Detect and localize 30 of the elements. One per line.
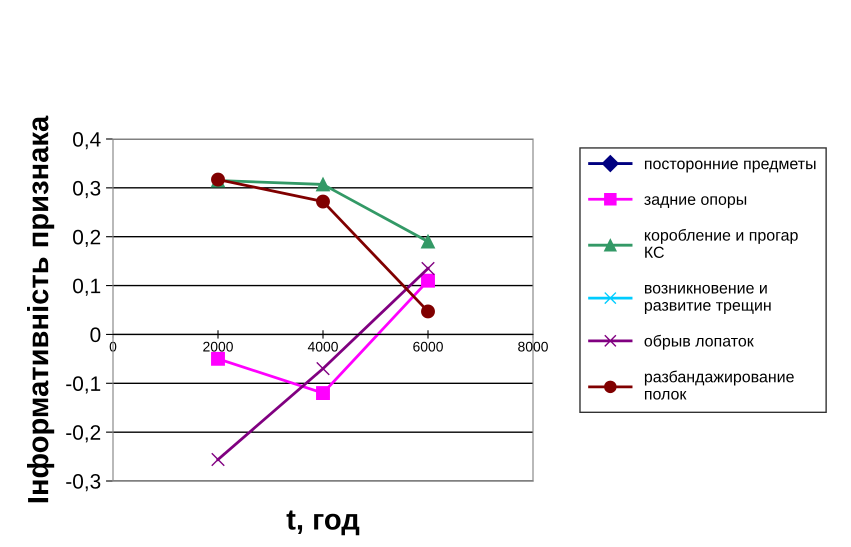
point bbox=[211, 452, 225, 466]
y-tick-label: -0,3 bbox=[66, 474, 100, 492]
point bbox=[316, 386, 330, 400]
point bbox=[316, 362, 330, 376]
point bbox=[421, 262, 435, 276]
y-tick-label: -0,2 bbox=[66, 425, 100, 442]
point bbox=[421, 274, 435, 288]
point bbox=[316, 194, 330, 208]
legend-label: возникновение и развитие трещин bbox=[644, 284, 771, 314]
legend-label: задние опоры bbox=[644, 196, 746, 208]
x-tick-label: 6000 bbox=[413, 342, 443, 352]
y-tick-label: -0,1 bbox=[66, 376, 100, 394]
y-tick-label: 0,3 bbox=[73, 180, 100, 198]
y-axis-title: Інформативність признака bbox=[27, 116, 54, 502]
legend-label: обрыв лопаток bbox=[644, 334, 754, 350]
y-tick-label: 0,2 bbox=[73, 230, 100, 247]
y-tick-label: 0 bbox=[90, 327, 100, 342]
legend-label: разбандажирование полок bbox=[644, 370, 794, 400]
x-tick-label: 2000 bbox=[203, 342, 233, 352]
point bbox=[421, 304, 435, 318]
point bbox=[421, 234, 435, 249]
legend-label: коробление и прогар КС bbox=[644, 228, 798, 258]
x-tick-label: 8000 bbox=[518, 342, 548, 352]
y-tick-label: 0,1 bbox=[73, 278, 100, 296]
legend-label: посторонние предметы bbox=[644, 160, 816, 172]
y-tick-label: 0,4 bbox=[73, 132, 101, 150]
point bbox=[211, 352, 225, 366]
x-axis-title: t, год bbox=[286, 510, 360, 536]
x-tick-label: 4000 bbox=[308, 342, 338, 352]
point bbox=[316, 177, 330, 192]
